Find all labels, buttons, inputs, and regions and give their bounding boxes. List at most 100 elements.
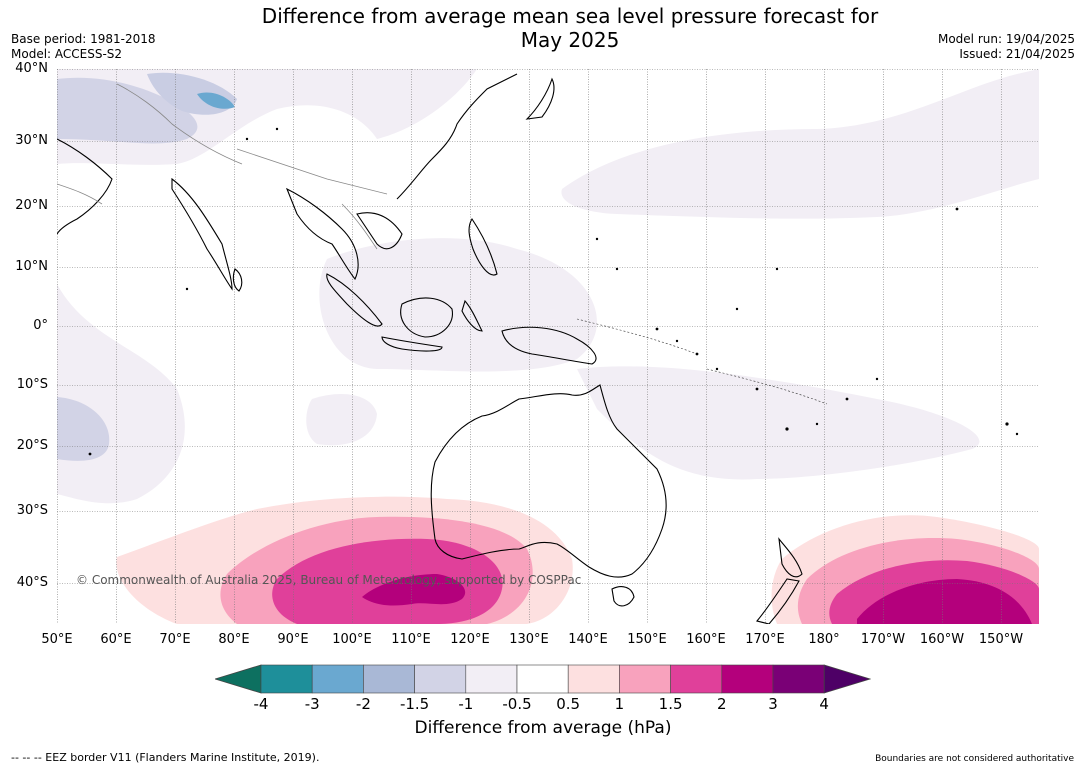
- forecast-map: [57, 69, 1039, 624]
- colorbar-segment: [670, 664, 723, 694]
- graticule: [57, 69, 1039, 624]
- new-zealand-south: [756, 578, 800, 624]
- colorbar: [215, 664, 871, 694]
- eez-pacific-1: [576, 318, 698, 355]
- island-dot: [275, 127, 279, 131]
- longitude-label: 160°E: [686, 632, 726, 647]
- longitude-label: 180°: [808, 632, 840, 647]
- longitude-label: 110°E: [391, 632, 431, 647]
- latitude-label: 20°N: [15, 198, 48, 213]
- island-dot: [715, 367, 719, 371]
- issued-date: Issued: 21/04/2025: [959, 47, 1075, 61]
- longitude-label: 170°E: [745, 632, 785, 647]
- anomaly-negative-0p5-spcz: [577, 366, 980, 480]
- meta-right: Model run: 19/04/2025 Issued: 21/04/2025: [938, 32, 1075, 62]
- colorbar-tick-label: 1.5: [658, 695, 683, 713]
- tasmania-coastline: [611, 586, 635, 607]
- model-name: Model: ACCESS-S2: [11, 47, 123, 61]
- colorbar-segment: [619, 664, 671, 694]
- chart-title: Difference from average mean sea level p…: [0, 4, 1085, 52]
- new-guinea-coastline: [501, 326, 597, 365]
- longitude-label: 60°E: [100, 632, 132, 647]
- title-line-2: May 2025: [520, 28, 620, 52]
- colorbar-tick-label: 4: [819, 695, 829, 713]
- southeast-asia-coastline: [285, 187, 403, 281]
- island-dot: [675, 339, 679, 343]
- sulawesi-coastline: [461, 299, 483, 332]
- anomaly-negative-0p5-north-pacific: [561, 69, 1039, 219]
- island-dot: [875, 377, 879, 381]
- colorbar-segment: [567, 664, 620, 694]
- sri-lanka-coastline: [232, 268, 243, 292]
- country-borders: [57, 83, 388, 250]
- longitude-label: 90°E: [277, 632, 309, 647]
- island-dot: [185, 287, 189, 291]
- colorbar-tick-label: -0.5: [502, 695, 532, 713]
- pacific-islands: [88, 127, 1019, 456]
- colorbar-tick-label: -1: [458, 695, 474, 713]
- longitude-label: 100°E: [332, 632, 372, 647]
- longitude-label: 50°E: [41, 632, 73, 647]
- longitude-label: 130°E: [509, 632, 549, 647]
- longitude-label: 170°W: [860, 632, 906, 647]
- latitude-label: 20°S: [16, 438, 48, 453]
- java-coastline: [381, 336, 443, 352]
- borneo-coastline: [400, 297, 453, 338]
- colorbar-segment: [363, 664, 415, 694]
- anomaly-negative-1-indian-ocean: [57, 397, 110, 461]
- anomaly-negative-0p5-south-indian: [306, 394, 377, 446]
- anomaly-negative-1p5-kashmir-core: [197, 92, 235, 109]
- colorbar-tick-label: -2: [355, 695, 371, 713]
- eez-borders: [576, 318, 828, 405]
- border-asia-2: [236, 148, 388, 195]
- longitude-label: 70°E: [159, 632, 191, 647]
- island-dot: [755, 387, 759, 391]
- border-middle-east: [57, 183, 103, 205]
- latitude-label: 30°N: [15, 133, 48, 148]
- island-dot: [955, 207, 959, 211]
- eez-pacific-2: [706, 368, 828, 405]
- china-coastline: [396, 73, 518, 200]
- island-dot: [245, 137, 249, 141]
- anomaly-positive-2-australia-south: [362, 574, 466, 606]
- latitude-label: 10°S: [16, 377, 48, 392]
- colorbar-tick-label: -3: [304, 695, 320, 713]
- longitude-label: 160°W: [919, 632, 965, 647]
- colorbar-segment: [414, 664, 467, 694]
- island-dot: [1005, 422, 1009, 426]
- colorbar-extend-low: [215, 664, 262, 694]
- new-zealand-north: [778, 537, 803, 578]
- colorbar-tick-label: 0.5: [556, 695, 581, 713]
- border-mainland-se-asia: [341, 203, 378, 250]
- island-dot: [735, 307, 739, 311]
- base-period: Base period: 1981-2018: [11, 32, 156, 46]
- island-dot: [1015, 432, 1019, 436]
- copyright-notice: © Commonwealth of Australia 2025, Bureau…: [76, 573, 582, 587]
- colorbar-segment: [721, 664, 774, 694]
- australia-coastline: [430, 384, 667, 578]
- sumatra-coastline: [326, 273, 383, 327]
- island-dot: [615, 267, 619, 271]
- colorbar-segment: [772, 664, 825, 694]
- island-dot: [655, 327, 659, 331]
- longitude-label: 150°W: [978, 632, 1024, 647]
- island-dot: [845, 397, 849, 401]
- meta-left: Base period: 1981-2018 Model: ACCESS-S2: [11, 32, 156, 62]
- title-line-1: Difference from average mean sea level p…: [261, 4, 879, 28]
- colorbar-tick-label: 2: [717, 695, 727, 713]
- anomaly-positive-2-tasman: [857, 579, 1032, 624]
- india-coastline: [171, 177, 233, 291]
- anomaly-negative-1-arabia: [57, 77, 198, 144]
- colorbar-tick-label: -4: [253, 695, 269, 713]
- longitude-label: 140°E: [568, 632, 608, 647]
- latitude-label: 40°N: [15, 61, 48, 76]
- anomaly-fields: [57, 69, 1039, 624]
- colorbar-segment: [516, 664, 569, 694]
- model-run: Model run: 19/04/2025: [937, 32, 1075, 46]
- arabian-peninsula-coastline: [57, 138, 113, 235]
- island-dot: [88, 452, 92, 456]
- colorbar-segment: [465, 664, 518, 694]
- latitude-label: 40°S: [16, 575, 48, 590]
- island-dot: [695, 352, 699, 356]
- land-outlines: [57, 73, 803, 624]
